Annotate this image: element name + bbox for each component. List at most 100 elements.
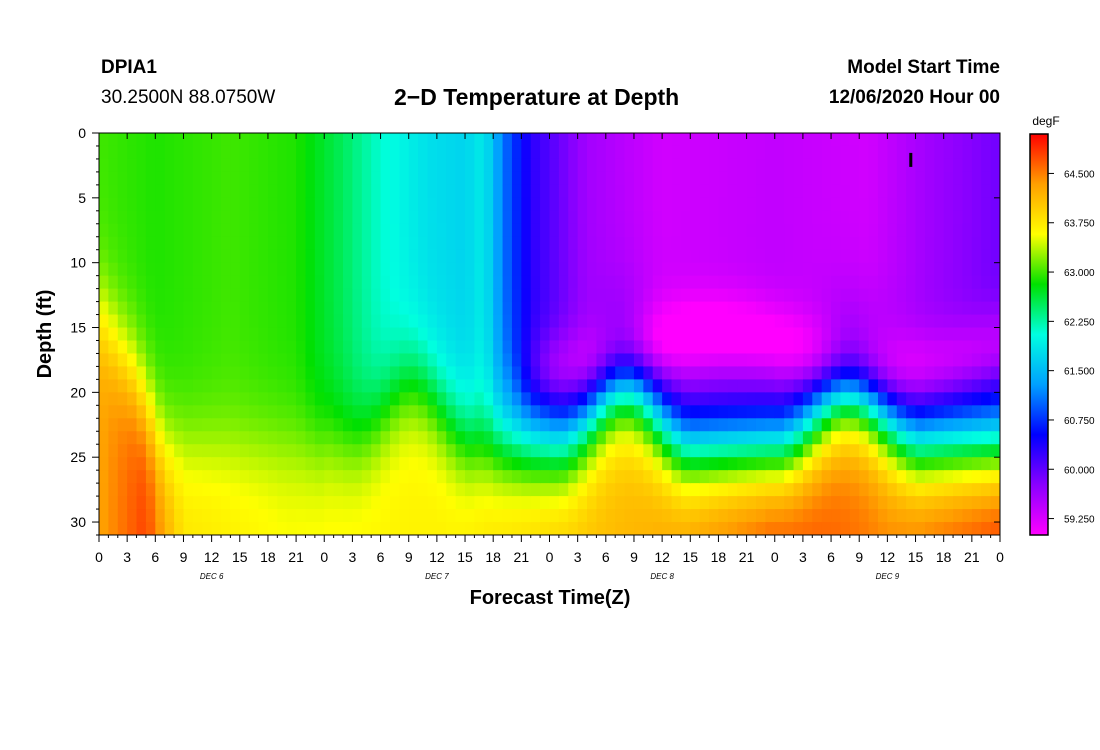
heatmap-cell (615, 145, 626, 160)
heatmap-cell (699, 210, 710, 225)
heatmap-cell (436, 509, 447, 523)
heatmap-cell (737, 133, 748, 147)
heatmap-cell (699, 431, 710, 445)
heatmap-cell (690, 171, 701, 186)
heatmap-cell (211, 405, 222, 419)
heatmap-cell (624, 184, 635, 199)
heatmap-cell (371, 509, 382, 523)
heatmap-cell (784, 496, 795, 510)
heatmap-cell (277, 275, 288, 290)
heatmap-cell (915, 158, 926, 173)
heatmap-cell (549, 470, 560, 484)
heatmap-cell (596, 496, 607, 510)
heatmap-cell (314, 340, 325, 355)
heatmap-cell (605, 133, 616, 147)
heatmap-cell (164, 314, 175, 329)
heatmap-cell (446, 340, 457, 355)
colorbar-tick-label: 64.500 (1064, 169, 1095, 180)
heatmap-cell (540, 418, 551, 432)
heatmap-cell (183, 262, 194, 277)
heatmap-cell (371, 340, 382, 355)
heatmap-cell (924, 275, 935, 290)
heatmap-cell (633, 470, 644, 484)
heatmap-cell (296, 171, 307, 186)
heatmap-cell (709, 353, 720, 368)
heatmap-cell (521, 158, 532, 173)
heatmap-cell (314, 327, 325, 342)
heatmap-cell (99, 405, 109, 419)
heatmap-cell (981, 184, 992, 199)
heatmap-cell (221, 314, 231, 329)
heatmap-cell (718, 262, 729, 277)
heatmap-cell (718, 457, 729, 471)
heatmap-cell (483, 210, 494, 225)
heatmap-cell (277, 288, 288, 303)
heatmap-cell (596, 184, 607, 199)
heatmap-cell (662, 431, 673, 445)
heatmap-cell (164, 418, 175, 432)
heatmap-cell (605, 145, 616, 160)
heatmap-cell (343, 197, 354, 212)
heatmap-cell (962, 522, 973, 535)
heatmap-cell (502, 457, 513, 471)
heatmap-cell (765, 288, 776, 303)
heatmap-cell (493, 418, 504, 432)
heatmap-cell (643, 405, 654, 419)
heatmap-cell (361, 133, 372, 147)
heatmap-cell (521, 314, 532, 329)
heatmap-cell (352, 314, 363, 329)
heatmap-cell (887, 210, 898, 225)
heatmap-cell (859, 236, 870, 251)
heatmap-cell (877, 262, 888, 277)
heatmap-cell (211, 509, 222, 523)
heatmap-cell (802, 405, 813, 419)
heatmap-cell (633, 210, 644, 225)
heatmap-cell (727, 366, 738, 380)
heatmap-cell (202, 158, 213, 173)
heatmap-cell (577, 483, 588, 497)
heatmap-cell (755, 236, 766, 251)
heatmap-cell (333, 470, 344, 484)
heatmap-cell (380, 223, 391, 238)
heatmap-cell (662, 340, 673, 355)
heatmap-cell (211, 223, 222, 238)
x-tick-label: 6 (377, 549, 385, 565)
heatmap-cell (746, 483, 757, 497)
heatmap-cell (953, 171, 964, 186)
heatmap-cell (221, 509, 231, 523)
heatmap-cell (192, 483, 203, 497)
heatmap-cell (643, 314, 654, 329)
heatmap-cell (887, 379, 898, 393)
heatmap-cell (211, 301, 222, 316)
heatmap-cell (971, 314, 982, 329)
heatmap-cell (915, 496, 926, 510)
heatmap-cell (981, 405, 992, 419)
heatmap-cell (615, 210, 626, 225)
heatmap-cell (709, 470, 720, 484)
heatmap-cell (680, 470, 691, 484)
heatmap-cell (662, 470, 673, 484)
heatmap-cell (267, 327, 278, 342)
heatmap-cell (221, 133, 231, 147)
heatmap-cell (127, 418, 138, 432)
heatmap-cell (427, 366, 438, 380)
heatmap-cell (831, 496, 842, 510)
heatmap-cell (427, 145, 438, 160)
heatmap-cell (915, 405, 926, 419)
heatmap-cell (296, 158, 307, 173)
heatmap-cell (540, 483, 551, 497)
heatmap-cell (774, 327, 785, 342)
heatmap-cell (755, 509, 766, 523)
heatmap-cell (474, 522, 485, 535)
heatmap-cell (981, 158, 992, 173)
heatmap-cell (324, 262, 335, 277)
heatmap-cell (727, 392, 738, 406)
heatmap-cell (483, 340, 494, 355)
heatmap-cell (877, 496, 888, 510)
heatmap-cell (643, 470, 654, 484)
heatmap-cell (652, 171, 663, 186)
heatmap-cell (793, 197, 804, 212)
heatmap-cell (258, 483, 269, 497)
heatmap-cell (924, 145, 935, 160)
heatmap-cell (99, 509, 109, 523)
